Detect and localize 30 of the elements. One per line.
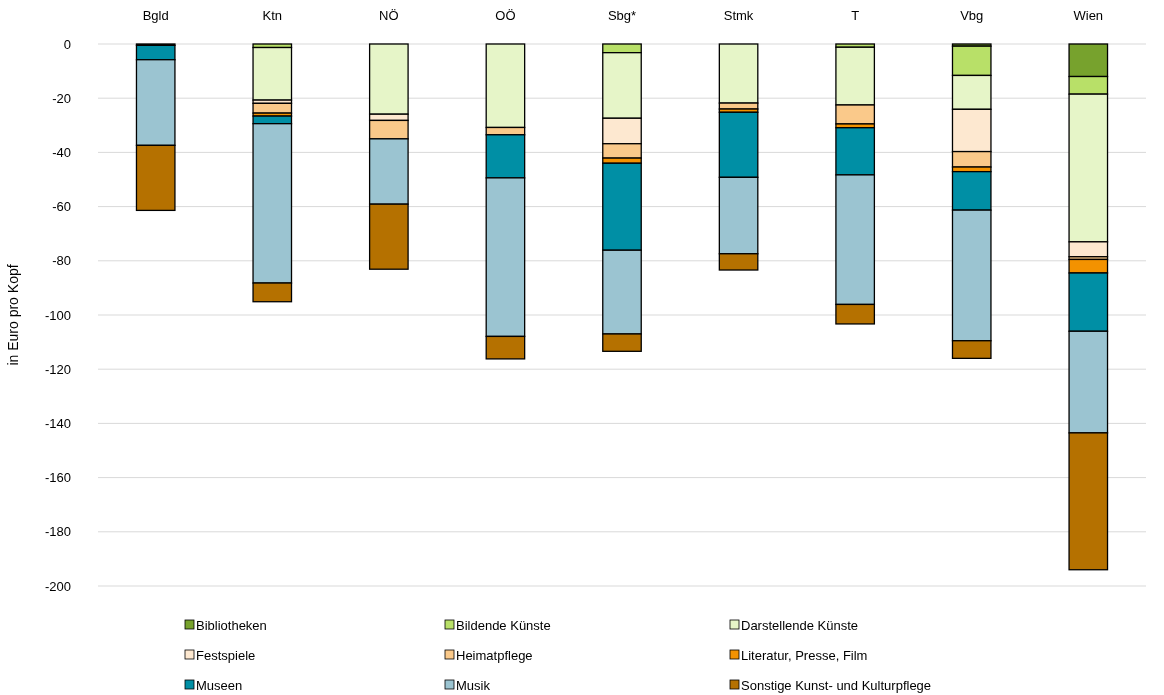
legend-label: Darstellende Künste (741, 617, 859, 633)
y-tick-label: -100 (44, 307, 71, 323)
y-tick-label: -180 (44, 524, 71, 540)
y-tick-label: -160 (44, 470, 71, 486)
legend-label: Literatur, Presse, Film (741, 647, 868, 663)
legend-label: Musik (456, 677, 491, 693)
y-tick-label: 0 (63, 36, 71, 52)
x-tick-label: Bgld (142, 8, 169, 23)
x-tick-label: Vbg (960, 8, 984, 23)
y-tick-label: -120 (44, 361, 71, 377)
x-tick-label: Stmk (723, 8, 754, 23)
y-tick-label: -200 (44, 578, 71, 594)
y-tick-label: -80 (52, 253, 71, 269)
x-tick-label: Ktn (262, 8, 283, 23)
legend-label: Bibliotheken (196, 617, 267, 633)
x-tick-label: NÖ (379, 8, 399, 23)
x-tick-label: T (851, 8, 860, 23)
legend-label: Museen (196, 677, 243, 693)
legend-label: Sonstige Kunst- und Kulturpflege (741, 677, 932, 693)
x-tick-label: Wien (1073, 8, 1104, 23)
y-tick-label: -20 (52, 90, 71, 106)
legend-label: Bildende Künste (456, 617, 551, 633)
x-tick-label: OÖ (495, 8, 516, 23)
legend-label: Festspiele (196, 647, 256, 663)
y-tick-label: -60 (52, 199, 71, 215)
y-tick-label: -40 (52, 144, 71, 160)
y-tick-label: -140 (44, 415, 71, 431)
x-tick-label: Sbg* (607, 8, 637, 23)
y-axis-title: in Euro pro Kopf (5, 264, 21, 366)
legend-label: Heimatpflege (456, 647, 533, 663)
